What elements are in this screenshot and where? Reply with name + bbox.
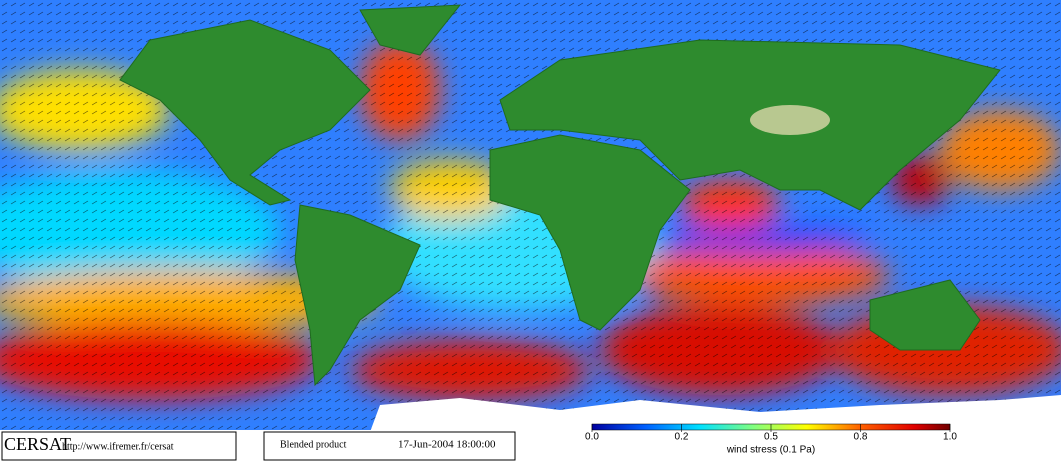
url: http://www.ifremer.fr/cersat	[62, 441, 174, 452]
colorbar-tick-label: 0.8	[854, 432, 868, 443]
colorbar-tick-label: 0.2	[675, 432, 689, 443]
greenland	[359, 4, 462, 56]
plateau	[750, 105, 830, 135]
south-america	[294, 204, 421, 387]
land	[119, 4, 1001, 387]
antarctica	[370, 395, 1061, 432]
eurasia	[499, 39, 1001, 211]
product-box	[263, 431, 516, 461]
timestamp: 17-Jun-2004 18:00:00	[398, 439, 496, 451]
colorbar-tick-label: 1.0	[943, 432, 957, 443]
colorbar-tick-label: 0.5	[764, 432, 778, 443]
logo: CERSAT	[4, 434, 71, 454]
colorbar-label: wind stress (0.1 Pa)	[726, 445, 815, 456]
logo-box	[1, 431, 237, 461]
colorbar-tick-label: 0.0	[585, 432, 599, 443]
product: Blended product	[280, 439, 347, 450]
north-america	[119, 19, 371, 206]
africa	[489, 134, 691, 331]
australia	[869, 279, 981, 351]
